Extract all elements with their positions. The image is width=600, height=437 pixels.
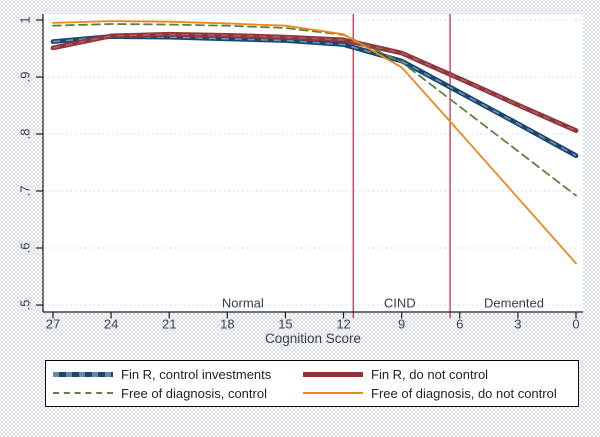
x-tick-label: 9 (398, 316, 406, 332)
x-tick-label: 15 (278, 316, 293, 332)
region-label: Demented (484, 295, 544, 311)
legend-label: Fin R, control investments (121, 366, 272, 382)
x-tick-label: 0 (572, 316, 580, 332)
legend-item: Fin R, do not control (303, 367, 578, 382)
legend-swatch-line-icon (53, 392, 113, 394)
series-line-texture (52, 33, 577, 132)
x-tick-label: 3 (514, 316, 522, 332)
series-line-texture (52, 35, 577, 157)
legend-label: Fin R, do not control (371, 366, 489, 382)
legend: Fin R, control investments Fin R, do not … (45, 360, 579, 407)
series-line (52, 20, 577, 265)
x-tick-label: 21 (161, 316, 177, 332)
legend-swatch-line-icon (303, 371, 363, 377)
y-tick-label: .9 (17, 71, 33, 83)
region-label: Normal (221, 295, 264, 311)
y-tick-label: .6 (17, 242, 33, 254)
legend-label: Free of diagnosis, do not control (371, 385, 557, 401)
y-tick-label: .8 (17, 128, 33, 140)
x-tick-label: 27 (45, 316, 61, 332)
legend-item: Fin R, control investments (53, 367, 303, 382)
legend-swatch-line-icon (53, 371, 113, 377)
y-tick-label: .5 (17, 299, 33, 311)
x-tick-label: 6 (456, 316, 464, 332)
legend-swatch-line-icon (303, 392, 363, 394)
x-tick-label: 24 (103, 316, 119, 332)
legend-label: Free of diagnosis, control (121, 385, 267, 401)
y-tick-label: .7 (17, 185, 33, 197)
x-tick-label: 18 (220, 316, 235, 332)
legend-item: Free of diagnosis, control (53, 386, 303, 401)
x-axis-title: Cognition Score (264, 331, 362, 346)
legend-item: Free of diagnosis, do not control (303, 386, 578, 401)
plot-background (43, 14, 583, 312)
series-line (52, 23, 577, 197)
y-tick-label: 1 (17, 16, 33, 24)
region-label: CIND (383, 295, 416, 311)
x-tick-label: 12 (336, 316, 351, 332)
